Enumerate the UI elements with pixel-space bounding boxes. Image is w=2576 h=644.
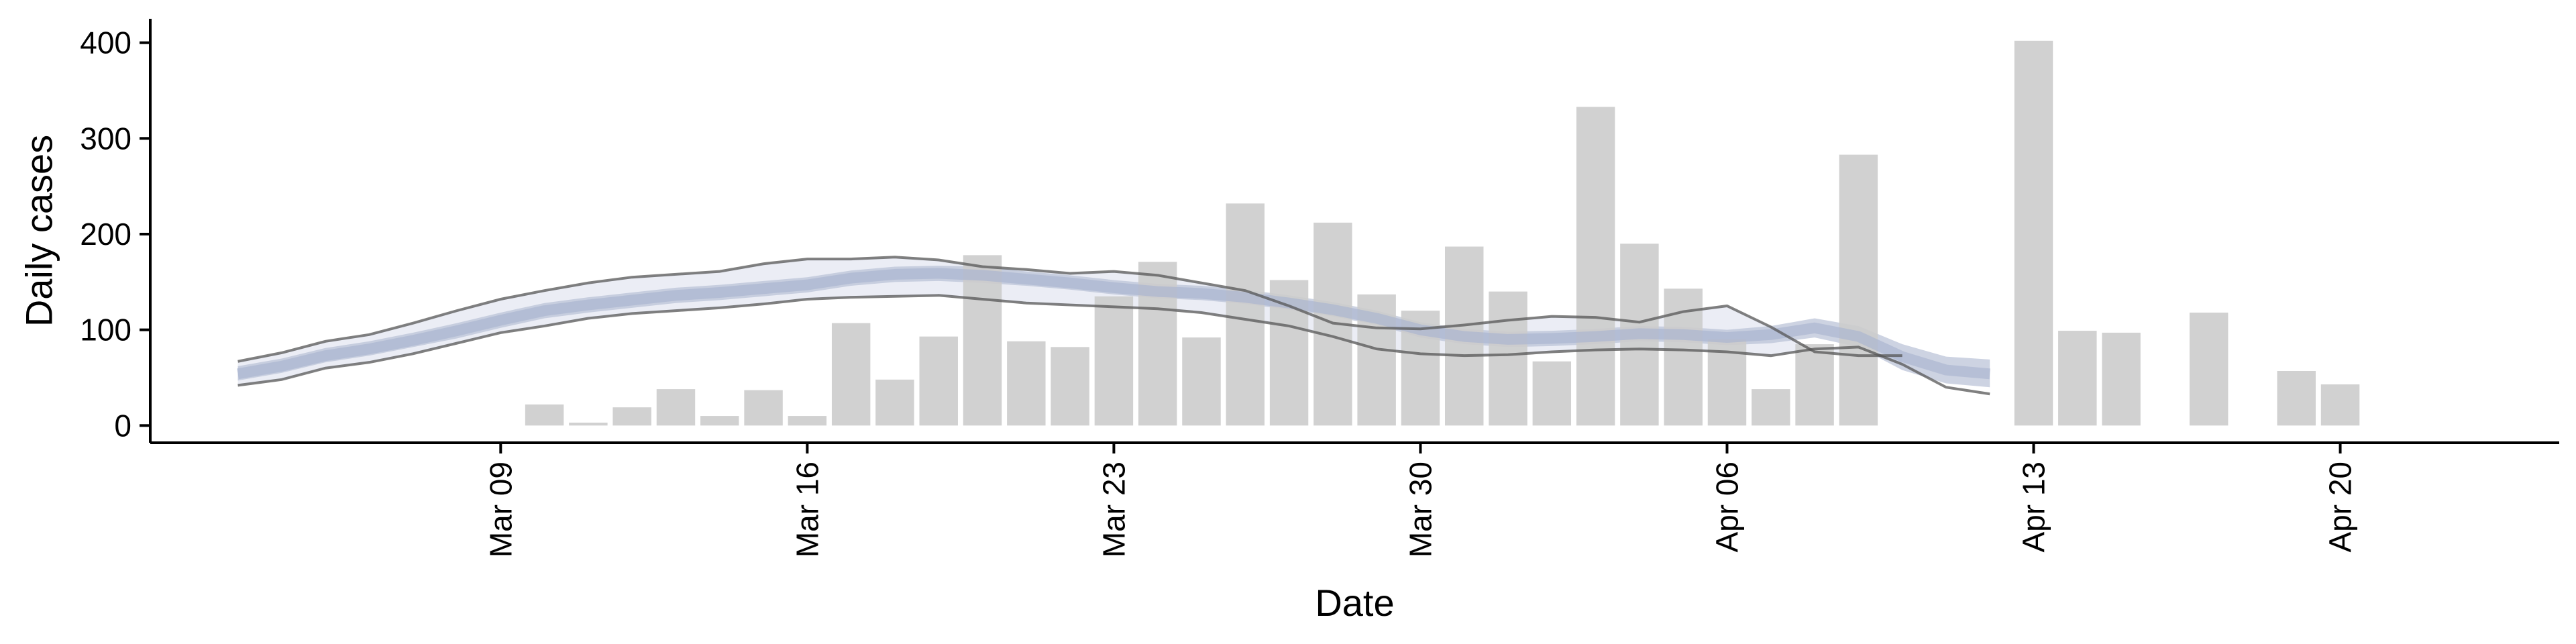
y-tick-label: 200 (80, 217, 131, 252)
x-tick-label: Mar 09 (483, 462, 518, 557)
outer-credible-band (237, 257, 1902, 386)
case-bar (525, 404, 564, 426)
case-bar (1752, 389, 1790, 426)
x-axis-ticks: Mar 09 Mar 16 Mar 23 Mar 30 Apr 06 Apr 13 Apr … (483, 443, 2358, 557)
y-tick-label: 100 (80, 313, 131, 347)
case-bar (2277, 371, 2316, 426)
x-tick-label: Mar 23 (1096, 462, 1131, 557)
estimate-lines (237, 256, 1990, 396)
daily-case-bars (525, 40, 2360, 426)
x-tick-label: Apr 13 (2017, 462, 2051, 553)
case-bar (656, 389, 696, 426)
case-bar (1839, 154, 1878, 426)
case-bar (788, 416, 827, 426)
y-tick-label: 0 (114, 408, 131, 443)
case-bar (2189, 312, 2229, 426)
case-bar (1007, 341, 1046, 426)
y-axis-ticks: 0 100 200 300 400 (80, 25, 150, 443)
case-bar (612, 407, 651, 426)
upper-bound-line (237, 256, 1902, 363)
x-tick-label: Apr 20 (2323, 462, 2358, 553)
case-bar (963, 255, 1002, 426)
x-tick-label: Apr 06 (1709, 462, 1744, 553)
case-bar (2320, 384, 2360, 426)
case-bar (1182, 337, 1221, 426)
case-bar (569, 423, 608, 426)
x-tick-label: Mar 30 (1403, 462, 1438, 557)
case-bar (1576, 107, 1615, 426)
case-bar (1489, 291, 1527, 426)
case-bar (700, 416, 739, 426)
y-axis-title: Daily cases (18, 135, 60, 327)
case-bar (2014, 40, 2053, 426)
y-tick-label: 300 (80, 121, 131, 156)
x-tick-label: Mar 16 (790, 462, 824, 557)
median-estimate-line (237, 268, 1990, 380)
case-bar (1094, 296, 1134, 426)
axes (149, 19, 2559, 444)
case-bar (1051, 347, 1089, 426)
case-bar (1226, 203, 1265, 426)
case-bar (1795, 344, 1834, 426)
x-axis-title: Date (1315, 582, 1394, 624)
case-bar (1532, 361, 1572, 426)
lower-bound-line (237, 294, 1990, 396)
case-bar (919, 336, 958, 426)
case-bar (2058, 331, 2097, 426)
case-bar (831, 323, 871, 426)
case-bar (744, 390, 783, 426)
case-bar (875, 379, 914, 426)
case-bar (2102, 332, 2141, 426)
y-tick-label: 400 (80, 25, 131, 60)
